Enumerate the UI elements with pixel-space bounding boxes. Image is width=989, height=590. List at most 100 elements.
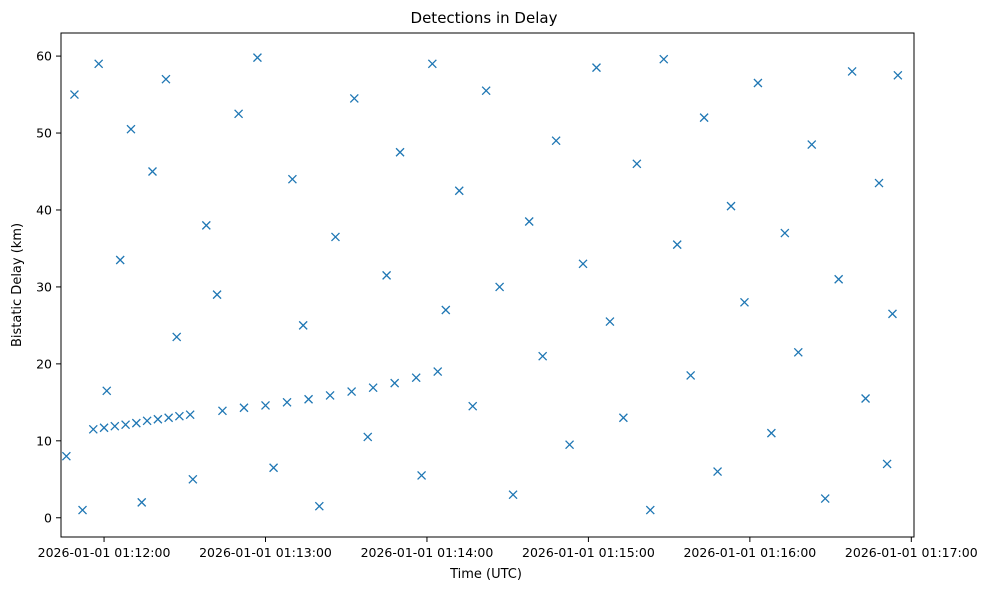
scatter-point — [578, 259, 588, 269]
y-axis-ticks: 0 10 20 30 40 50 60 — [36, 49, 61, 525]
scatter-point — [713, 467, 723, 477]
y-tick-label: 60 — [36, 49, 52, 64]
scatter-point — [565, 440, 575, 450]
scatter-point — [131, 418, 141, 428]
scatter-point — [126, 124, 136, 134]
scatter-point — [847, 67, 857, 76]
x-tick-label: 2026-01-01 01:14:00 — [361, 545, 494, 560]
scatter-point — [433, 367, 443, 377]
scatter-point — [820, 494, 830, 503]
scatter-point — [217, 406, 227, 416]
scatter-point — [807, 140, 817, 150]
y-tick-label: 0 — [44, 510, 52, 525]
scatter-point — [188, 474, 198, 484]
scatter-point — [239, 403, 249, 413]
scatter-point — [508, 490, 518, 500]
scatter-point — [659, 54, 669, 64]
scatter-point — [164, 413, 174, 423]
y-tick-label: 10 — [36, 433, 52, 448]
scatter-point — [882, 459, 892, 469]
scatter-point — [142, 416, 152, 426]
plot-area-frame — [60, 32, 915, 538]
scatter-point — [102, 386, 112, 396]
scatter-point — [172, 332, 182, 342]
scatter-point — [69, 90, 79, 100]
y-tick-label: 40 — [36, 202, 52, 217]
scatter-point — [861, 394, 871, 403]
scatter-point — [78, 505, 87, 515]
y-tick-label: 50 — [36, 126, 52, 141]
scatter-point — [538, 351, 548, 361]
scatter-point — [99, 423, 109, 433]
scatter-point — [368, 383, 378, 393]
scatter-point — [94, 59, 104, 69]
scatter-point — [212, 290, 222, 300]
scatter-point — [672, 240, 682, 250]
scatter-point — [185, 410, 195, 420]
scatter-point — [793, 347, 803, 357]
scatter-point — [282, 397, 292, 407]
scatter-point — [481, 86, 491, 96]
y-axis-label: Bistatic Delay (km) — [10, 223, 25, 347]
scatter-point — [395, 147, 405, 157]
scatter-point — [287, 174, 297, 184]
scatter-point — [551, 136, 561, 146]
scatter-points — [61, 53, 903, 515]
scatter-point — [304, 394, 314, 404]
scatter-point — [411, 373, 421, 383]
scatter-point — [61, 451, 71, 461]
scatter-point — [699, 113, 709, 123]
x-tick-label: 2026-01-01 01:15:00 — [522, 545, 655, 560]
scatter-point — [137, 497, 147, 507]
scatter-point — [115, 255, 125, 265]
scatter-point — [592, 63, 601, 73]
scatter-point — [645, 505, 655, 515]
scatter-point — [893, 70, 903, 80]
scatter-point — [874, 178, 884, 188]
y-tick-label: 20 — [36, 356, 52, 371]
scatter-point — [753, 78, 763, 88]
scatter-point — [88, 424, 98, 434]
scatter-point — [780, 228, 790, 238]
scatter-point — [201, 220, 211, 230]
scatter-point — [390, 378, 400, 388]
x-tick-label: 2026-01-01 01:13:00 — [199, 545, 332, 560]
scatter-point — [766, 428, 776, 438]
scatter-point — [347, 387, 357, 397]
scatter-point — [632, 159, 642, 169]
scatter-point — [888, 309, 897, 319]
scatter-point — [121, 420, 131, 430]
scatter-point — [269, 463, 279, 473]
scatter-point — [524, 217, 534, 226]
x-tick-label: 2026-01-01 01:12:00 — [38, 545, 171, 560]
scatter-point — [686, 370, 696, 380]
scatter-point — [174, 411, 184, 421]
x-axis-label: Time (UTC) — [449, 567, 522, 582]
scatter-point — [153, 414, 163, 424]
scatter-point — [298, 320, 308, 330]
scatter-point — [363, 432, 373, 442]
scatter-point — [161, 74, 171, 84]
scatter-point — [382, 270, 392, 280]
scatter-point — [325, 390, 335, 400]
scatter-point — [417, 470, 427, 480]
scatter-point — [726, 201, 736, 211]
chart-title: Detections in Delay — [411, 9, 558, 27]
scatter-point — [605, 317, 615, 327]
scatter-point — [148, 167, 157, 176]
scatter-point — [618, 413, 628, 423]
scatter-point — [261, 400, 270, 410]
scatter-point — [349, 93, 359, 103]
x-tick-label: 2026-01-01 01:16:00 — [683, 545, 816, 560]
scatter-point — [427, 59, 437, 69]
scatter-point — [314, 501, 324, 511]
scatter-point — [331, 232, 340, 242]
y-tick-label: 30 — [36, 279, 52, 294]
x-axis-ticks: 2026-01-01 01:12:00 2026-01-01 01:13:00 20… — [38, 537, 978, 560]
scatter-point — [834, 274, 844, 284]
scatter-point — [468, 401, 478, 411]
scatter-point — [234, 109, 244, 119]
scatter-point — [740, 297, 749, 307]
scatter-point — [495, 282, 505, 292]
